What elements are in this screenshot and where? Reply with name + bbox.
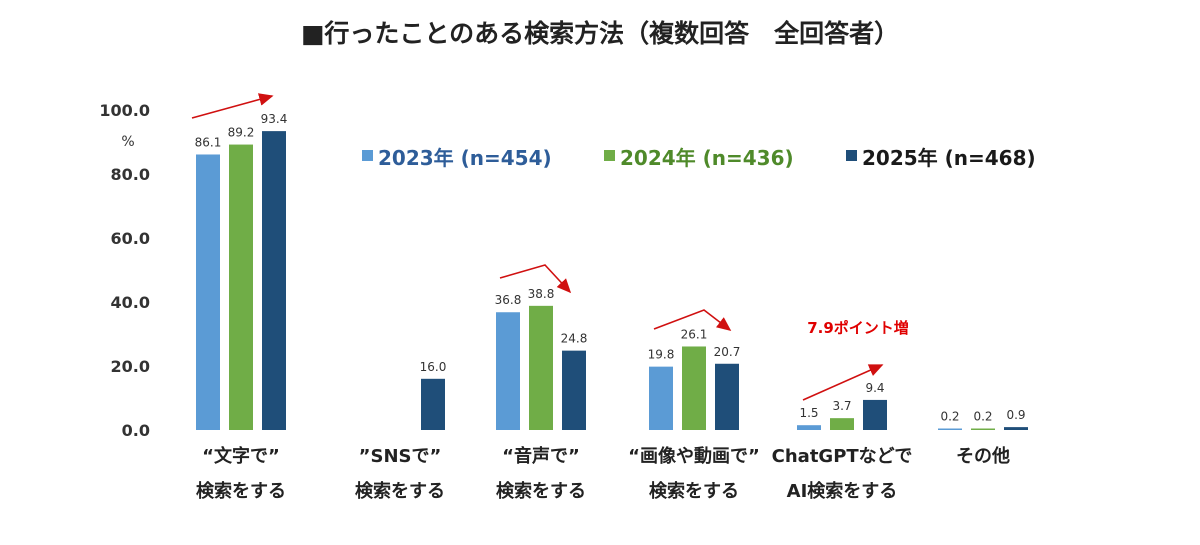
legend-swatch xyxy=(846,150,857,161)
bar-3-5 xyxy=(863,399,887,430)
category-label: 検索をする xyxy=(355,480,445,502)
data-label: 16.0 xyxy=(420,360,447,374)
data-label: 86.1 xyxy=(195,135,222,149)
trend-arrow-text xyxy=(191,93,274,119)
bar-3-4 xyxy=(715,363,739,430)
data-label: 0.2 xyxy=(973,410,992,424)
bar-3-1 xyxy=(262,131,286,430)
category-label: ChatGPTなどで xyxy=(772,446,913,467)
bar-3-3 xyxy=(562,350,586,430)
category-label: 検索をする xyxy=(649,480,739,502)
data-label: 19.8 xyxy=(648,348,675,362)
trend-arrow-image xyxy=(653,309,732,331)
bar-1-1 xyxy=(196,154,220,431)
data-label: 9.4 xyxy=(865,381,884,395)
data-label: 0.2 xyxy=(940,410,959,424)
y-tick-label: 0.0 xyxy=(122,421,150,440)
trend-arrow-voice xyxy=(499,264,572,294)
bar-2-5 xyxy=(830,418,854,430)
legend-swatch xyxy=(604,150,615,161)
category-label: 検索をする xyxy=(496,480,586,502)
y-axis-unit: % xyxy=(121,134,134,150)
category-label: AI検索をする xyxy=(787,480,898,502)
legend-label: 2023年 (n=454) xyxy=(378,146,552,170)
bar-2-1 xyxy=(229,144,253,430)
chart-title: ■行ったことのある検索方法（複数回答 全回答者） xyxy=(300,19,900,48)
bar-3-6 xyxy=(1004,427,1028,430)
data-label: 0.9 xyxy=(1006,408,1025,422)
annotation-ai-increase: 7.9ポイント増 xyxy=(807,319,909,337)
bar-2-4 xyxy=(682,346,706,430)
data-label: 3.7 xyxy=(832,399,851,413)
legend-label: 2024年 (n=436) xyxy=(620,146,794,170)
data-label: 1.5 xyxy=(799,406,818,420)
y-tick-label: 40.0 xyxy=(111,293,150,312)
category-label: 検索をする xyxy=(196,480,286,502)
bar-2-6 xyxy=(971,428,995,430)
bar-3-2 xyxy=(421,378,445,430)
category-label: その他 xyxy=(956,445,1010,467)
bar-1-5 xyxy=(797,425,821,430)
y-tick-label: 20.0 xyxy=(111,357,150,376)
data-label: 26.1 xyxy=(681,327,708,341)
data-label: 89.2 xyxy=(228,126,255,140)
trend-arrow-ai xyxy=(802,364,884,401)
legend-swatch xyxy=(362,150,373,161)
data-label: 20.7 xyxy=(714,345,741,359)
bar-1-6 xyxy=(938,428,962,430)
y-tick-label: 100.0 xyxy=(99,101,150,120)
y-tick-label: 60.0 xyxy=(111,229,150,248)
category-label: ”SNSで” xyxy=(359,446,442,467)
category-label: “文字で” xyxy=(202,445,280,467)
data-label: 24.8 xyxy=(561,332,588,346)
bar-1-3 xyxy=(496,312,520,430)
legend-label: 2025年 (n=468) xyxy=(862,146,1036,170)
y-tick-label: 80.0 xyxy=(111,165,150,184)
data-label: 36.8 xyxy=(495,293,522,307)
data-label: 38.8 xyxy=(528,287,555,301)
bar-1-4 xyxy=(649,366,673,430)
category-label: “音声で” xyxy=(502,445,580,467)
bar-2-3 xyxy=(529,305,553,430)
category-label: “画像や動画で” xyxy=(628,445,760,467)
data-label: 93.4 xyxy=(261,112,288,126)
